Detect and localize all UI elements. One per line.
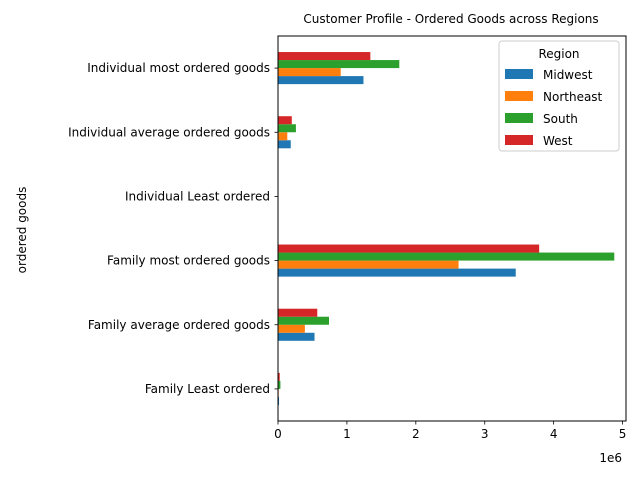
- y-axis-title: ordered goods: [15, 187, 29, 274]
- bar-west-4: [278, 116, 292, 125]
- x-tick-label: 3: [481, 427, 489, 441]
- bar-west-0: [278, 372, 280, 381]
- legend-title: Region: [538, 47, 579, 61]
- bar-midwest-2: [278, 268, 516, 277]
- legend-label-midwest: Midwest: [543, 68, 593, 82]
- plot-frame: [277, 35, 627, 422]
- legend-swatch-south: [505, 113, 533, 123]
- bar-south-4: [278, 124, 296, 133]
- bar-northeast-5: [278, 68, 341, 77]
- bar-midwest-0: [278, 396, 280, 405]
- legend-label-south: South: [543, 112, 578, 126]
- bar-south-1: [278, 316, 329, 325]
- legend-box: [498, 40, 620, 152]
- x-tick-label: 5: [619, 427, 627, 441]
- bar-south-5: [278, 60, 400, 69]
- chart-title: Customer Profile - Ordered Goods across …: [303, 12, 598, 26]
- x-axis-ticks: 0 1 2 3 4 5: [274, 421, 626, 441]
- legend-swatch-west: [505, 135, 533, 145]
- bar-south-0: [278, 380, 281, 389]
- bar-northeast-2: [278, 260, 459, 269]
- bar-midwest-4: [278, 140, 291, 149]
- bar-northeast-4: [278, 132, 288, 141]
- bar-west-2: [278, 244, 540, 253]
- legend-label-west: West: [543, 134, 573, 148]
- category-label: Individual most ordered goods: [87, 61, 270, 75]
- x-tick-label: 2: [412, 427, 420, 441]
- legend: Region Midwest Northeast South West: [498, 40, 620, 152]
- bar-west-5: [278, 52, 371, 61]
- legend-swatch-midwest: [505, 69, 533, 79]
- category-label: Individual Least ordered: [125, 189, 270, 203]
- category-label: Family Least ordered: [145, 382, 270, 396]
- x-axis-offset-label: 1e6: [599, 451, 622, 465]
- category-labels: Family Least ordered Family average order…: [68, 61, 278, 396]
- x-tick-label: 4: [550, 427, 558, 441]
- bar-northeast-1: [278, 324, 305, 333]
- category-label: Family most ordered goods: [107, 254, 270, 268]
- category-label: Family average ordered goods: [88, 318, 270, 332]
- bar-south-2: [278, 252, 615, 261]
- bar-midwest-1: [278, 332, 315, 341]
- bar-west-1: [278, 308, 318, 317]
- legend-label-northeast: Northeast: [543, 90, 603, 104]
- x-tick-label: 0: [274, 427, 282, 441]
- legend-swatch-northeast: [505, 91, 533, 101]
- bar-midwest-5: [278, 76, 364, 85]
- bars: [278, 52, 615, 405]
- x-tick-label: 1: [343, 427, 351, 441]
- category-label: Individual average ordered goods: [68, 125, 270, 139]
